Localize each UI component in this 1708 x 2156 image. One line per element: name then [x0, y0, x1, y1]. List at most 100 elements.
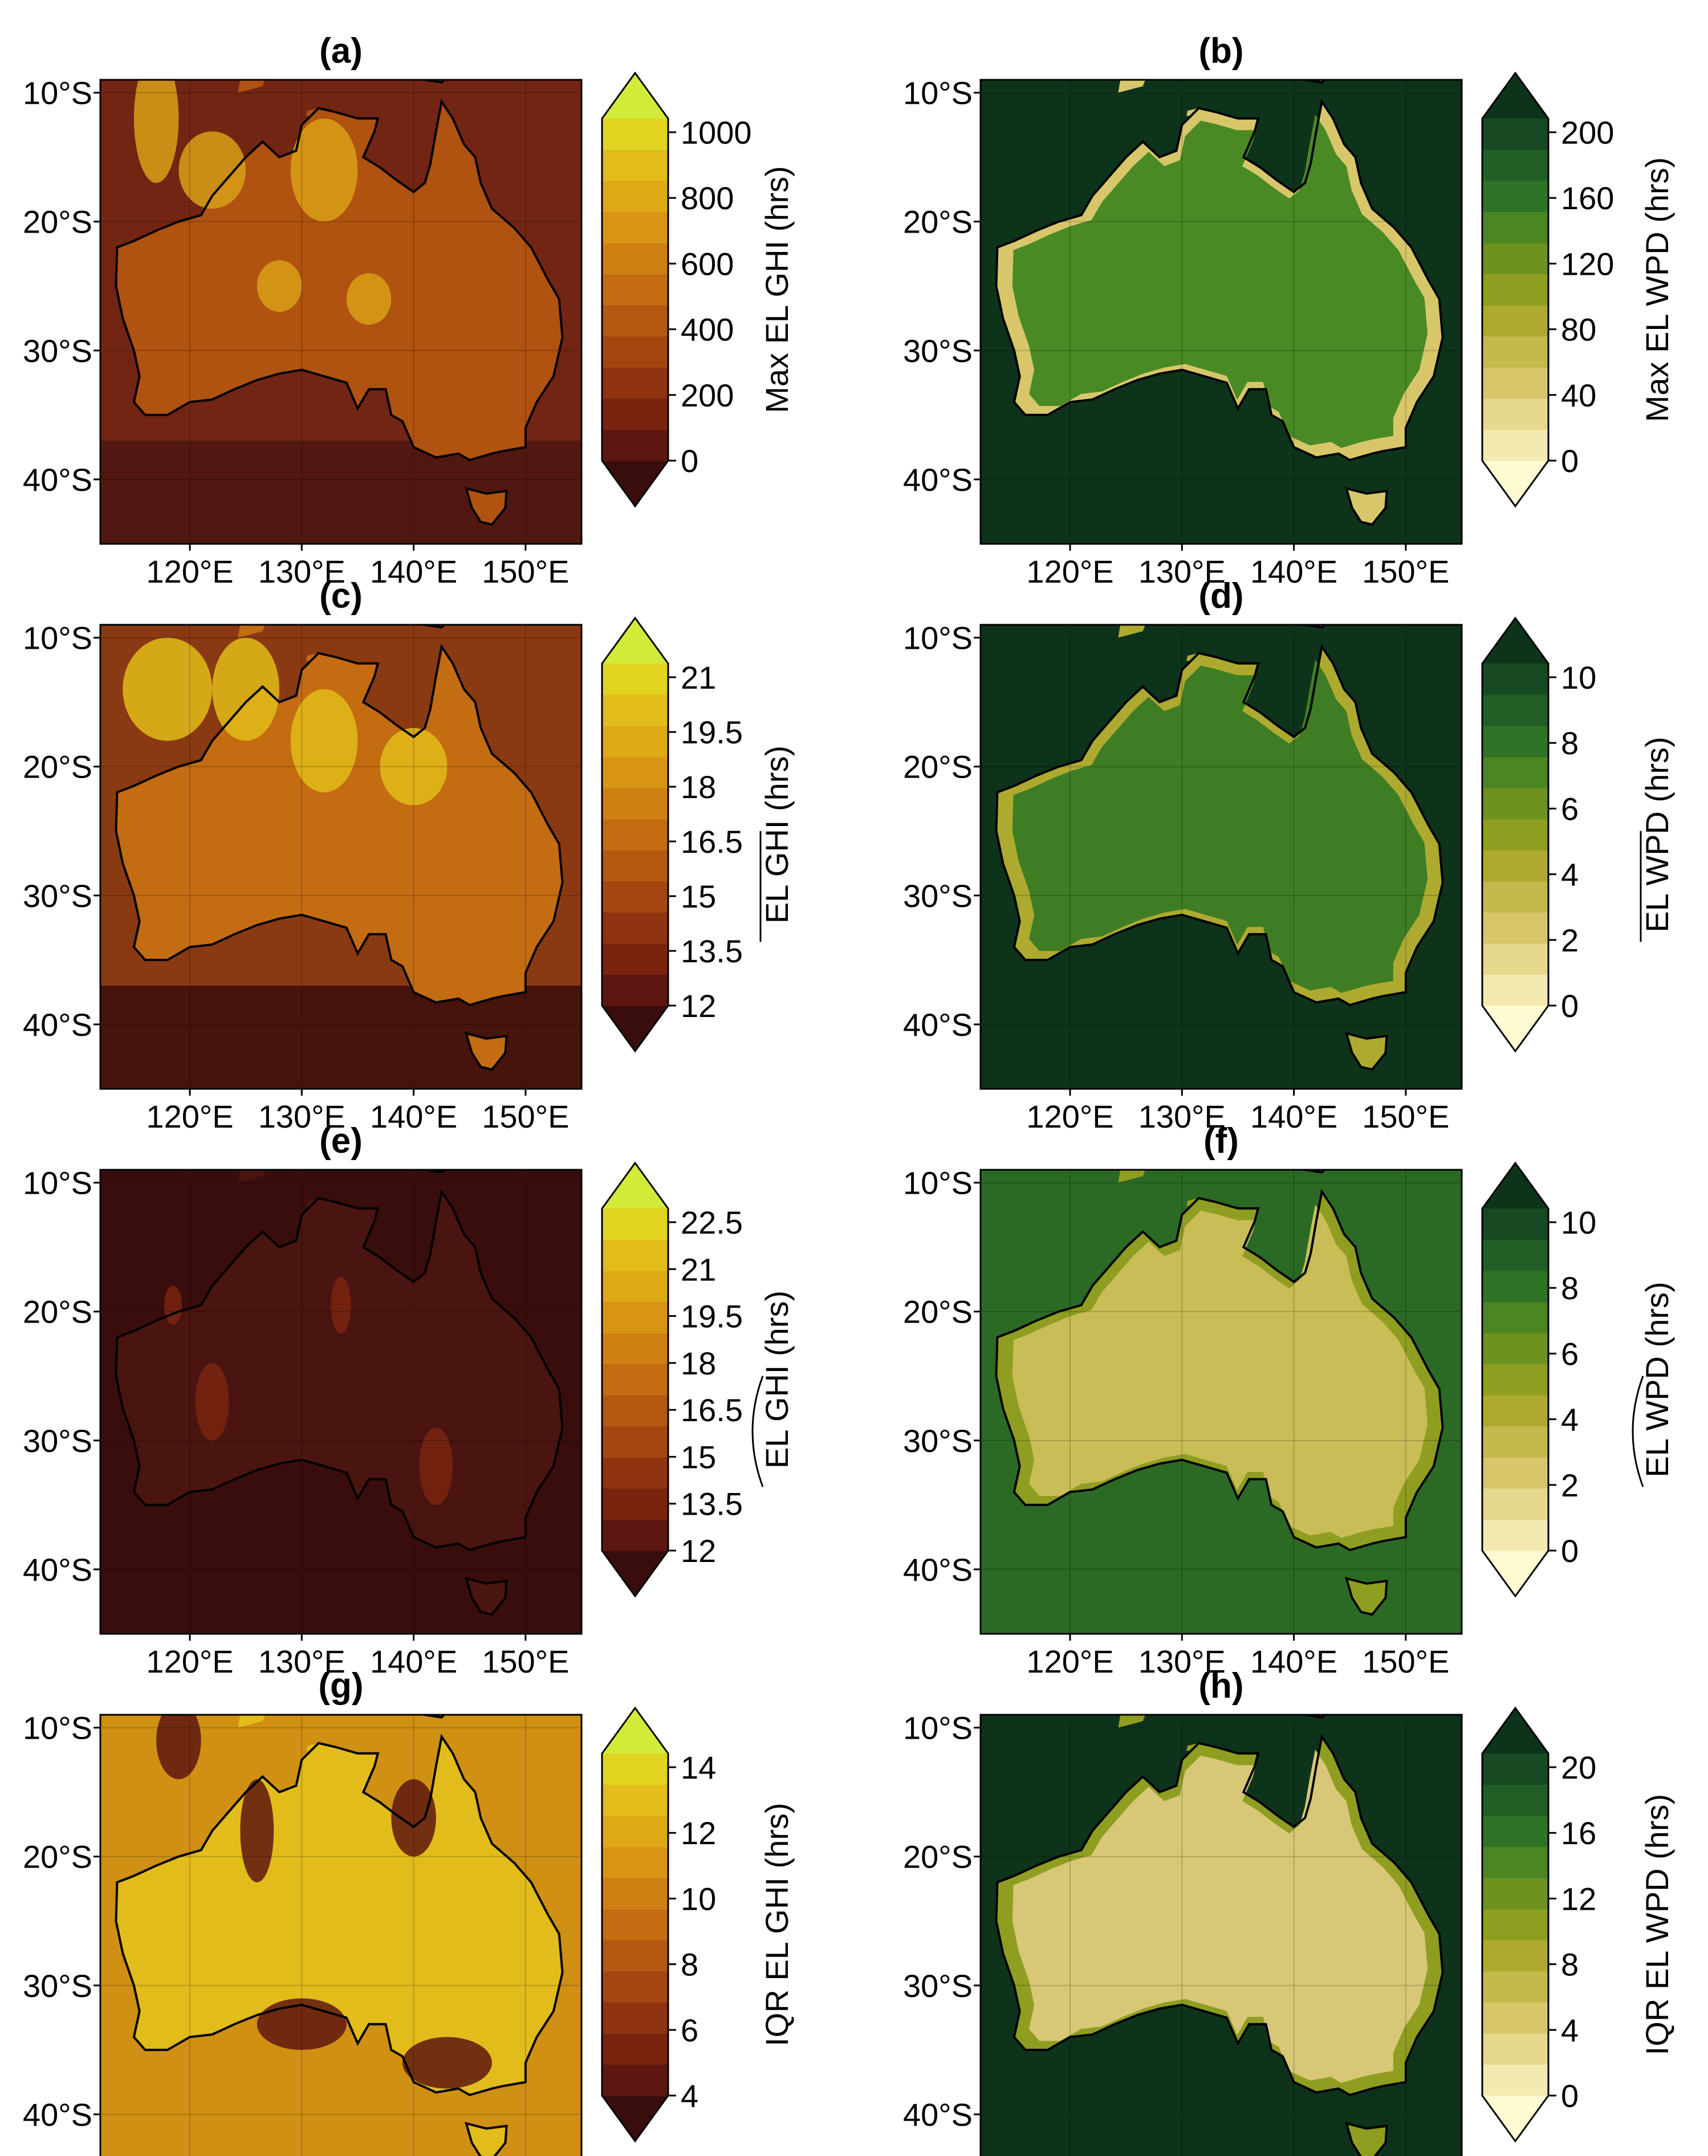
- colorbar-segment: [1482, 912, 1548, 944]
- colorbar-segment: [1482, 2002, 1548, 2034]
- colorbar-tick-label: 18: [681, 769, 716, 805]
- colorbar-segment: [1482, 243, 1548, 275]
- colorbar-segment: [602, 756, 668, 788]
- colorbar-segment: [1482, 943, 1548, 975]
- island-land: [238, 80, 266, 93]
- island-land: [1118, 625, 1146, 638]
- map-frame: [979, 1714, 1463, 2156]
- tasmania-land: [1346, 1578, 1387, 1615]
- colorbar-tick-label: 16.5: [681, 1392, 743, 1428]
- coastline-png: [1304, 80, 1326, 84]
- panel-e: (e) 10°S 20°S 30°S 40°S 120°E 130°E 140°E 150°E 1…: [23, 1121, 795, 1679]
- colorbar-segment: [1482, 1754, 1548, 1785]
- field-highlight: [195, 1363, 229, 1441]
- field-highlight: [290, 118, 358, 222]
- colorbar-segment: [602, 1878, 668, 1910]
- colorbar: 0 2 4 6 8 10 EL WPD (hrs): [1481, 616, 1675, 1053]
- colorbar-extend-low: [1482, 2096, 1548, 2141]
- coastline-png: [1304, 625, 1326, 629]
- colorbar-segment: [602, 119, 668, 150]
- colorbar-tick-label: 6: [1561, 1336, 1579, 1372]
- map-frame: [979, 79, 1463, 545]
- panel-title: (e): [319, 1121, 363, 1161]
- colorbar-segment: [1482, 756, 1548, 788]
- colorbar-tick-label: 21: [681, 1251, 716, 1287]
- southern-ocean-field: [100, 441, 581, 544]
- lat-tick-label: 20°S: [903, 204, 973, 240]
- coastline-tasmania: [1344, 1577, 1388, 1616]
- colorbar: 0 4 8 12 16 20 IQR EL WPD (hrs): [1481, 1706, 1675, 2143]
- lat-tick-label: 10°S: [23, 75, 92, 111]
- field-highlight: [212, 637, 280, 741]
- colorbar-segment: [1482, 336, 1548, 368]
- coastline-tasmania: [1344, 2122, 1388, 2156]
- colorbar-tick-label: 19.5: [681, 1299, 743, 1335]
- panel-title: (d): [1198, 576, 1243, 616]
- map-area: [100, 1170, 581, 1634]
- colorbar-label: EL WPD (hrs): [1639, 737, 1675, 932]
- lon-tick-label: 150°E: [1362, 1099, 1449, 1134]
- lon-tick-label: 130°E: [1138, 1644, 1226, 1679]
- colorbar-segment: [1482, 1878, 1548, 1910]
- australia-land-field: [1012, 1750, 1428, 2083]
- lon-tick-label: 130°E: [258, 1099, 345, 1134]
- colorbar-segment: [602, 850, 668, 882]
- colorbar-tick-label: 16.5: [681, 824, 743, 860]
- lat-tick-label: 20°S: [23, 1294, 92, 1330]
- colorbar-segment: [1482, 1846, 1548, 1878]
- lon-tick-label: 120°E: [146, 554, 233, 589]
- panel-d: (d) 10°S 20°S 30°S 40°S 120°E 130°E 140°E 150°E 0…: [903, 576, 1675, 1134]
- lon-tick-label: 120°E: [146, 1644, 233, 1679]
- colorbar-label: EL WPD (hrs): [1639, 1282, 1675, 1477]
- tasmania-land: [1346, 1033, 1387, 1070]
- colorbar-segment: [1482, 974, 1548, 1006]
- colorbar-segment: [602, 181, 668, 213]
- lat-tick-label: 20°S: [903, 1839, 973, 1875]
- field-highlight: [346, 273, 392, 325]
- lat-tick-label: 40°S: [903, 1007, 973, 1043]
- colorbar-segment: [602, 726, 668, 758]
- colorbar: 12 13.5 15 16.5 18 19.5 21 22.5 EL GHI (hrs): [601, 1161, 795, 1598]
- colorbar-segment: [602, 819, 668, 851]
- colorbar-tick-label: 6: [681, 2012, 698, 2048]
- panel-title: (f): [1203, 1121, 1239, 1161]
- colorbar-segment: [602, 2033, 668, 2065]
- colorbar-segment: [602, 336, 668, 368]
- colorbar-tick-label: 0: [1561, 2078, 1579, 2114]
- colorbar-segment: [602, 429, 668, 461]
- colorbar-extend-high: [1482, 73, 1548, 119]
- colorbar-tick-label: 2: [1561, 1467, 1579, 1503]
- lat-tick-label: 10°S: [903, 75, 973, 111]
- field-highlight: [164, 1286, 182, 1325]
- island-land: [1118, 1170, 1146, 1183]
- colorbar-segment: [602, 912, 668, 944]
- colorbar-tick-label: 600: [681, 246, 734, 282]
- colorbar-tick-label: 40: [1561, 377, 1596, 413]
- colorbar-segment: [602, 1426, 668, 1458]
- colorbar-tick-label: 15: [681, 1439, 716, 1475]
- island-land: [238, 1170, 266, 1183]
- colorbar-tick-label: 10: [1561, 660, 1596, 695]
- lat-tick-label: 40°S: [903, 462, 973, 498]
- colorbar-segment: [1482, 1333, 1548, 1365]
- coastline-australia: [995, 99, 1444, 462]
- colorbar-extend-high: [1482, 1708, 1548, 1754]
- lat-tick-label: 10°S: [903, 1165, 973, 1201]
- field-highlight: [419, 1427, 453, 1505]
- panel-f: (f) 10°S 20°S 30°S 40°S 120°E 130°E 140°E 150°E 0…: [903, 1121, 1675, 1679]
- colorbar-segment: [1482, 1816, 1548, 1848]
- lon-tick-label: 130°E: [1138, 1099, 1226, 1134]
- field-highlight: [257, 260, 302, 312]
- panel-g: (g)10°S20°S30°S40°S120°E130°E140°E150°E4…: [23, 1666, 795, 2156]
- island-land: [1118, 80, 1146, 93]
- colorbar-segment: [1482, 305, 1548, 337]
- colorbar-segment: [602, 694, 668, 726]
- colorbar-tick-label: 12: [1561, 1881, 1596, 1917]
- lat-tick-label: 10°S: [903, 1710, 973, 1746]
- map-area: [100, 1715, 581, 2156]
- island-land: [238, 625, 266, 638]
- lat-tick-label: 40°S: [23, 1007, 92, 1043]
- field-highlight: [391, 1779, 436, 1857]
